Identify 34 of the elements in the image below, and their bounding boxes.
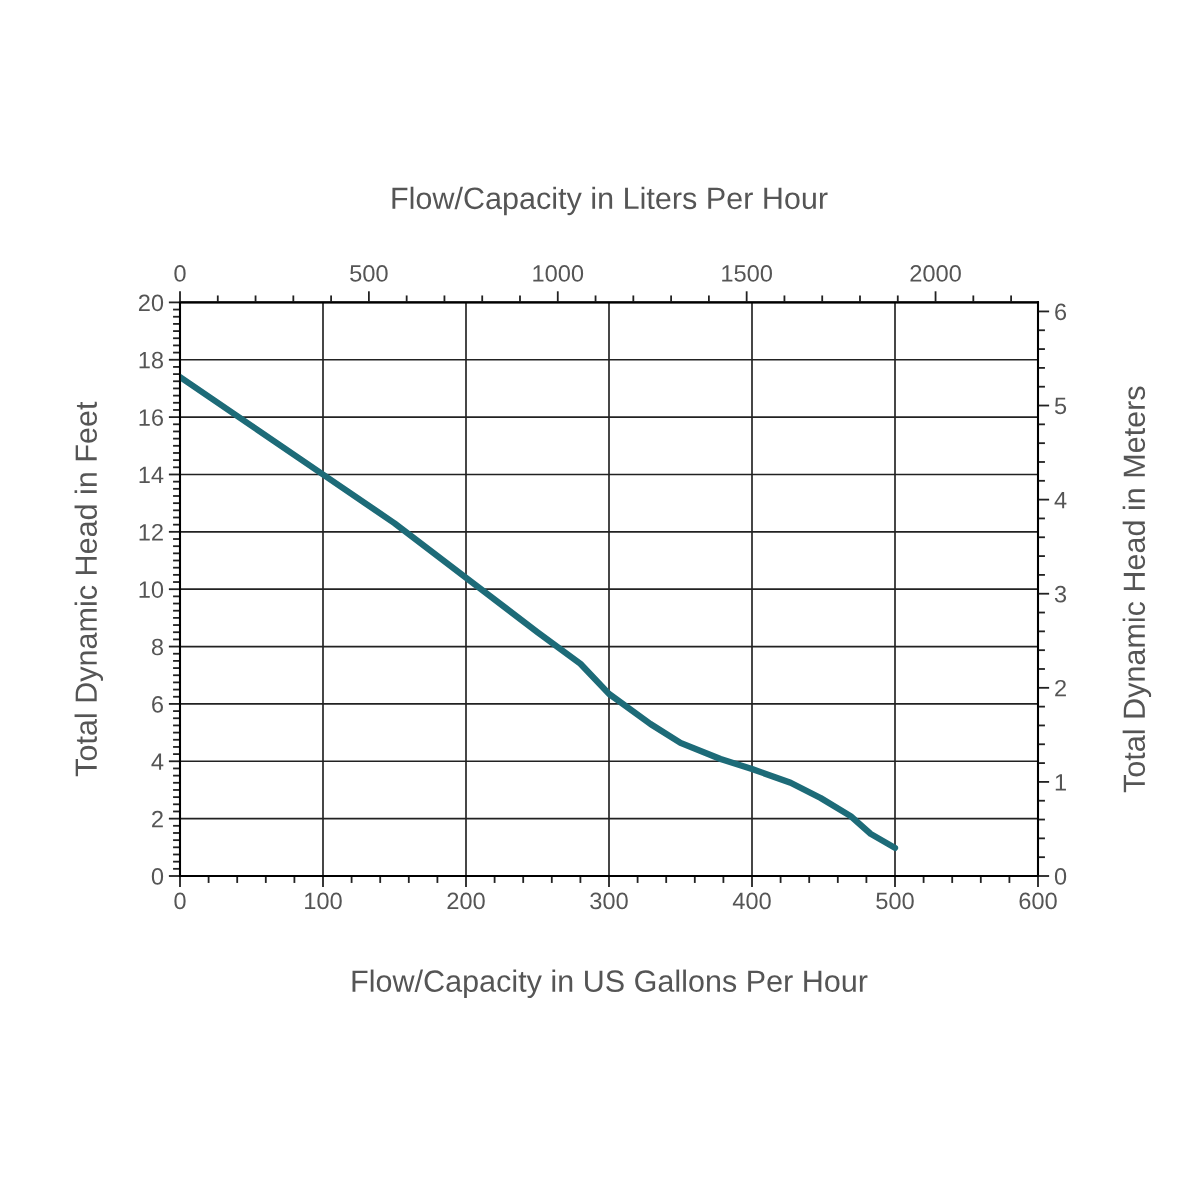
y2-tick-label: 5 [1054,397,1067,415]
y2-tick-label: 0 [1054,868,1067,885]
y-axis-title: Total Dynamic Head in Feet [74,401,104,777]
x-tick-label: 0 [174,892,186,910]
y-tick-label: 0 [151,868,164,885]
x-tick-label: 300 [590,892,628,910]
y-tick-label: 12 [139,523,163,541]
x-tick-label: 100 [305,892,342,910]
x2-tick-label: 0 [174,265,186,282]
y-tick-label: 18 [139,351,163,369]
y2-tick-label: 6 [1055,303,1067,321]
x2-tick-label: 1000 [533,265,584,282]
y2-tick-label: 2 [1055,679,1066,697]
y-tick-label: 4 [151,753,164,770]
x-tick-label: 400 [732,892,771,910]
x2-tick-label: 2000 [910,265,961,282]
x-axis-title: Flow/Capacity in US Gallons Per Hour [352,969,868,999]
y-tick-label: 14 [139,466,164,484]
y2-tick-label: 4 [1054,491,1067,509]
x-tick-label: 600 [1019,892,1057,910]
x2-tick-label: 1500 [722,265,772,282]
y-tick-label: 6 [152,695,163,713]
y2-tick-label: 1 [1055,774,1066,791]
y2-axis-title: Total Dynamic Head in Meters [1122,386,1152,793]
y2-tick-label: 3 [1054,585,1067,603]
y-tick-label: 20 [138,294,164,312]
y-tick-label: 16 [139,409,163,426]
x-tick-label: 200 [447,892,485,910]
y-tick-label: 8 [151,638,163,656]
x2-tick-label: 500 [350,265,388,282]
x-tick-label: 500 [876,892,914,910]
y-tick-label: 2 [152,810,163,828]
y-tick-label: 10 [139,581,164,598]
x2-axis-title: Flow/Capacity in Liters Per Hour [392,186,828,216]
